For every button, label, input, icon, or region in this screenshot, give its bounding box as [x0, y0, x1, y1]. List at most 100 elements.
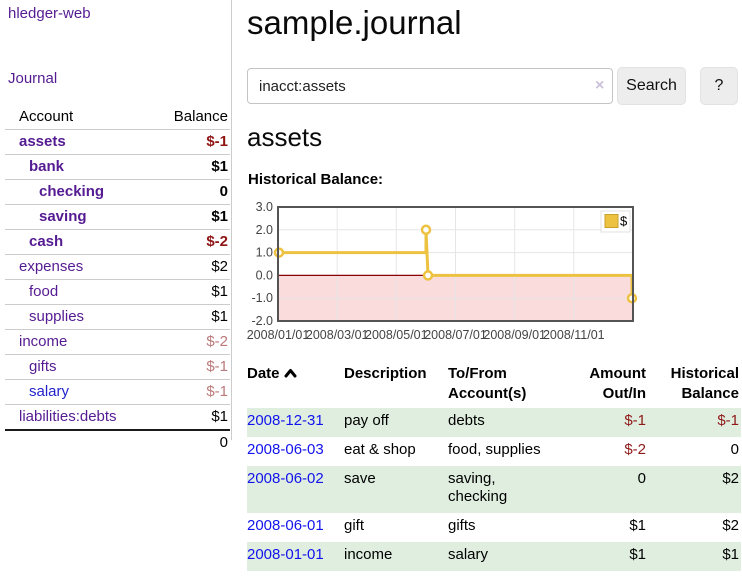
- transaction-date-link[interactable]: 2008-12-31: [247, 412, 324, 429]
- account-link-gifts[interactable]: gifts: [29, 358, 57, 375]
- account-balance: $-2: [154, 329, 230, 355]
- register-header-amount: Amount Out/In: [589, 365, 646, 402]
- account-balance: $1: [154, 304, 230, 330]
- account-row-checking: checking 0: [5, 179, 230, 205]
- legend-swatch: [604, 214, 619, 228]
- transaction-accounts: debts: [448, 412, 485, 429]
- transaction-date-link[interactable]: 2008-06-03: [247, 441, 324, 458]
- transaction-date-link[interactable]: 2008-01-01: [247, 546, 324, 563]
- transaction-description: save: [344, 470, 376, 487]
- account-link-saving[interactable]: saving: [39, 208, 87, 225]
- clear-search-icon[interactable]: ×: [595, 77, 605, 94]
- transaction-accounts: gifts: [448, 517, 476, 534]
- account-row-expenses: expenses $2: [5, 254, 230, 280]
- transaction-date-link[interactable]: 2008-06-02: [247, 470, 324, 487]
- svg-text:-1.0: -1.0: [251, 291, 273, 305]
- accounts-header-balance: Balance: [173, 108, 228, 125]
- account-link-checking[interactable]: checking: [39, 183, 105, 200]
- account-balance: $-1: [154, 354, 230, 380]
- register-header-balance: Historical Balance: [670, 365, 739, 402]
- svg-text:1.0: 1.0: [256, 246, 273, 260]
- account-balance: $1: [154, 154, 230, 180]
- transaction-description: income: [344, 546, 393, 563]
- chart-legend: $: [600, 210, 631, 233]
- app-brand-link[interactable]: hledger-web: [8, 5, 91, 22]
- page-title: sample.journal: [247, 4, 462, 41]
- account-link-cash[interactable]: cash: [29, 233, 64, 250]
- transaction-balance: $-1: [717, 412, 739, 429]
- accounts-table: Account Balance assets $-1 bank $1 check…: [5, 106, 230, 455]
- svg-text:2008/11/01: 2008/11/01: [543, 328, 605, 342]
- transaction-date-link[interactable]: 2008-06-01: [247, 517, 324, 534]
- transaction-balance: 0: [730, 441, 739, 458]
- account-balance: $1: [154, 404, 230, 430]
- transaction-amount: $-1: [624, 412, 646, 429]
- y-axis-labels: 3.0 2.0 1.0 0.0 -1.0 -2.0: [251, 200, 273, 328]
- account-balance: 0: [154, 179, 230, 205]
- account-link-salary[interactable]: salary: [29, 383, 70, 400]
- register-row: 2008-12-31 pay off debts $-1 $-1: [247, 408, 741, 437]
- transaction-amount: $1: [629, 517, 646, 534]
- account-row-bank: bank $1: [5, 154, 230, 180]
- search-input[interactable]: [247, 68, 613, 104]
- account-link-income[interactable]: income: [19, 333, 68, 350]
- account-balance: $1: [154, 279, 230, 305]
- account-row-gifts: gifts $-1: [5, 354, 230, 380]
- register-row: 2008-01-01 income salary $1 $1: [247, 542, 741, 571]
- transaction-description: pay off: [344, 412, 389, 429]
- transaction-amount: $1: [629, 546, 646, 563]
- sidebar-item-journal[interactable]: Journal: [8, 70, 58, 87]
- register-header-row: Date Description To/From Account(s) Amou…: [247, 362, 741, 408]
- accounts-total-row: 0: [5, 429, 230, 455]
- account-heading: assets: [247, 122, 323, 152]
- transaction-balance: $2: [722, 517, 739, 534]
- register-header-description: Description: [344, 365, 427, 382]
- help-button[interactable]: ?: [700, 67, 738, 105]
- account-balance: $1: [154, 204, 230, 230]
- transaction-accounts: food, supplies: [448, 441, 541, 458]
- svg-text:2008/05/01: 2008/05/01: [365, 328, 428, 342]
- chart-section-label: Historical Balance:: [248, 171, 384, 188]
- historical-balance-chart: $ 3.0 2.0 1.0 0.0 -1.0 -2.0 2008/01/01 2…: [247, 200, 638, 342]
- account-balance: $-2: [154, 229, 230, 255]
- transaction-amount: 0: [637, 470, 646, 487]
- transaction-amount: $-2: [624, 441, 646, 458]
- account-row-assets: assets $-1: [5, 129, 230, 155]
- account-link-expenses[interactable]: expenses: [19, 258, 84, 275]
- accounts-header-row: Account Balance: [5, 106, 230, 130]
- svg-text:2008/01/01: 2008/01/01: [247, 328, 310, 342]
- svg-text:2008/09/01: 2008/09/01: [483, 328, 546, 342]
- legend-label: $: [620, 214, 628, 229]
- transaction-description: gift: [344, 517, 365, 534]
- account-row-salary: salary $-1: [5, 379, 230, 405]
- transaction-balance: $2: [722, 470, 739, 487]
- search-button[interactable]: Search: [617, 67, 686, 105]
- account-link-bank[interactable]: bank: [29, 158, 65, 175]
- register-header-date: Date: [247, 362, 344, 408]
- svg-text:3.0: 3.0: [256, 200, 273, 214]
- account-link-food[interactable]: food: [29, 283, 59, 300]
- transaction-accounts: saving, checking: [448, 470, 508, 505]
- account-row-cash: cash $-2: [5, 229, 230, 255]
- account-link-supplies[interactable]: supplies: [29, 308, 85, 325]
- transaction-accounts: salary: [448, 546, 489, 563]
- account-link-liabilities-debts[interactable]: liabilities:debts: [19, 408, 117, 425]
- svg-text:2008/07/01: 2008/07/01: [424, 328, 487, 342]
- register-header-tofrom: To/From Account(s): [448, 365, 527, 402]
- account-row-income: income $-2: [5, 329, 230, 355]
- account-balance: $-1: [154, 129, 230, 155]
- svg-text:-2.0: -2.0: [251, 314, 273, 328]
- x-axis-labels: 2008/01/01 2008/03/01 2008/05/01 2008/07…: [247, 328, 605, 342]
- chart-border: [277, 206, 634, 322]
- svg-text:0.0: 0.0: [256, 268, 273, 282]
- account-row-supplies: supplies $1: [5, 304, 230, 330]
- sort-ascending-icon: [284, 364, 297, 384]
- register-row: 2008-06-03 eat & shop food, supplies $-2…: [247, 437, 741, 466]
- transaction-description: eat & shop: [344, 441, 416, 458]
- svg-text:2.0: 2.0: [256, 223, 273, 237]
- account-row-saving: saving $1: [5, 204, 230, 230]
- account-link-assets[interactable]: assets: [19, 133, 66, 150]
- register-row: 2008-06-01 gift gifts $1 $2: [247, 513, 741, 542]
- account-row-liabilities-debts: liabilities:debts $1: [5, 404, 230, 430]
- account-balance: $-1: [154, 379, 230, 405]
